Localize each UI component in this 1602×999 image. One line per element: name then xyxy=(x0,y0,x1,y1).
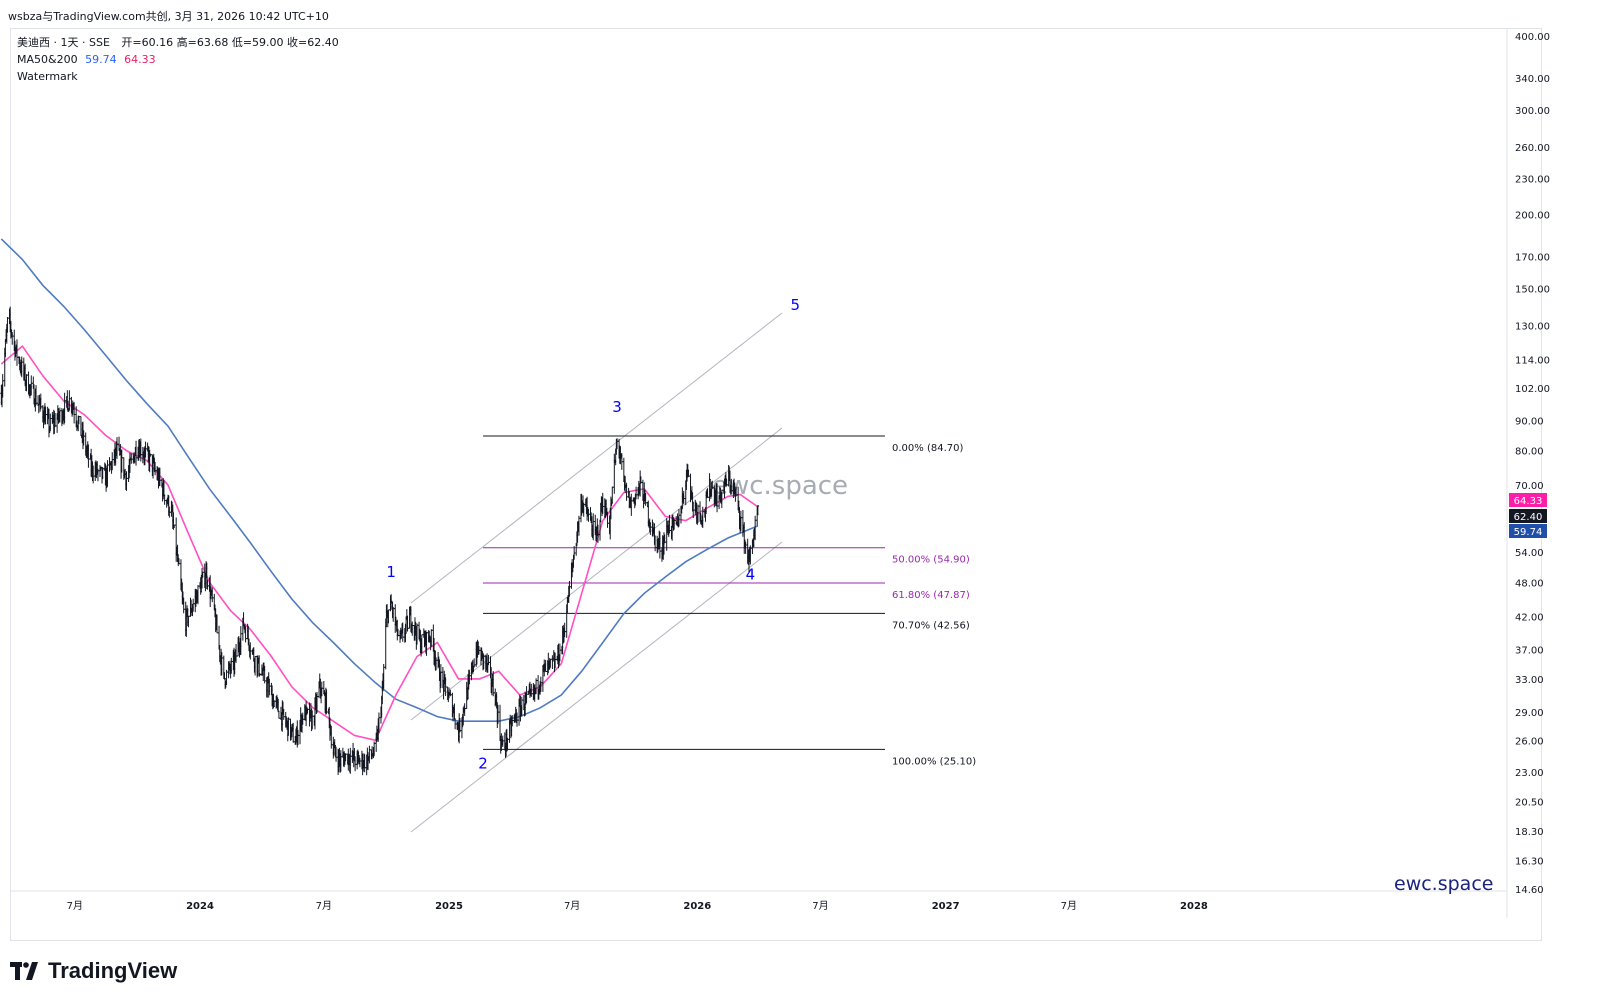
y-tick-label: 70.00 xyxy=(1515,481,1544,492)
y-tick-label: 114.00 xyxy=(1515,355,1550,366)
x-tick-label: 2026 xyxy=(683,901,711,912)
y-tick-label: 16.30 xyxy=(1515,857,1544,868)
tradingview-logo-text: TradingView xyxy=(48,958,178,983)
price-badge-label: 59.74 xyxy=(1514,527,1543,538)
fib-level-label: 50.00% (54.90) xyxy=(892,555,970,566)
y-tick-label: 130.00 xyxy=(1515,322,1550,333)
y-tick-label: 33.00 xyxy=(1515,675,1544,686)
y-tick-label: 230.00 xyxy=(1515,175,1550,186)
legend-ma-label: MA50&200 xyxy=(17,53,78,66)
ma200-line xyxy=(0,238,759,722)
price-bar xyxy=(613,453,616,494)
y-tick-label: 300.00 xyxy=(1515,106,1550,117)
y-tick-label: 80.00 xyxy=(1515,447,1544,458)
tradingview-logo[interactable]: TradingView xyxy=(10,958,177,984)
channel-upper-line xyxy=(410,312,783,604)
x-tick-label: 2027 xyxy=(932,901,960,912)
price-badge-label: 62.40 xyxy=(1514,512,1543,523)
channel-lower-line xyxy=(410,541,783,833)
wave-label: 3 xyxy=(612,398,622,416)
brand-text: ewc.space xyxy=(1394,873,1494,895)
chart-frame xyxy=(10,28,1542,941)
channel-middle-line xyxy=(410,427,783,721)
wave-label: 5 xyxy=(791,296,801,314)
y-tick-label: 26.00 xyxy=(1515,736,1544,747)
x-tick-label: 7月 xyxy=(1061,900,1077,912)
price-bar xyxy=(277,710,281,719)
wave-label: 2 xyxy=(478,755,488,773)
wave-label: 4 xyxy=(746,566,756,584)
y-tick-label: 29.00 xyxy=(1515,708,1544,719)
legend-symbol-row[interactable]: 美迪西 · 1天 · SSE 开=60.16 高=63.68 低=59.00 收… xyxy=(17,34,339,51)
y-tick-label: 90.00 xyxy=(1515,416,1544,427)
fib-level-label: 0.00% (84.70) xyxy=(892,443,963,454)
ma50-line xyxy=(0,345,759,742)
x-tick-label: 7月 xyxy=(564,900,580,912)
price-badge xyxy=(1509,524,1547,538)
legend-ma50-value: 59.74 xyxy=(85,53,117,66)
price-badge xyxy=(1509,493,1547,507)
price-bar xyxy=(68,390,71,411)
price-bars xyxy=(0,306,760,776)
x-tick-label: 2025 xyxy=(435,901,463,912)
x-tick-label: 7月 xyxy=(812,900,828,912)
y-tick-label: 400.00 xyxy=(1515,32,1550,43)
price-bar xyxy=(756,505,760,516)
legend-symbol: 美迪西 · 1天 · SSE xyxy=(17,36,110,49)
x-tick-label: 7月 xyxy=(67,900,83,912)
y-tick-label: 200.00 xyxy=(1515,211,1550,222)
y-tick-label: 102.00 xyxy=(1515,384,1550,395)
y-tick-label: 23.00 xyxy=(1515,768,1544,779)
legend-watermark-label[interactable]: Watermark xyxy=(17,70,78,83)
x-tick-label: 2024 xyxy=(186,901,214,912)
y-tick-label: 150.00 xyxy=(1515,285,1550,296)
fib-level-label: 100.00% (25.10) xyxy=(892,756,976,767)
y-tick-label: 14.60 xyxy=(1515,885,1544,896)
y-tick-label: 170.00 xyxy=(1515,252,1550,263)
y-tick-label: 42.00 xyxy=(1515,613,1544,624)
x-tick-label: 7月 xyxy=(316,900,332,912)
y-tick-label: 260.00 xyxy=(1515,143,1550,154)
y-tick-label: 37.00 xyxy=(1515,645,1544,656)
price-badge xyxy=(1509,509,1547,523)
price-bar xyxy=(743,522,746,554)
legend-ohlc: 开=60.16 高=63.68 低=59.00 收=62.40 xyxy=(121,36,339,49)
price-bar xyxy=(79,416,83,436)
y-tick-label: 340.00 xyxy=(1515,74,1550,85)
y-tick-label: 18.30 xyxy=(1515,827,1544,838)
x-tick-label: 2028 xyxy=(1180,901,1208,912)
fib-level-label: 61.80% (47.87) xyxy=(892,590,970,601)
chart-header-title: wsbza与TradingView.com共创, 3月 31, 2026 10:… xyxy=(8,10,329,23)
price-badge-label: 64.33 xyxy=(1514,496,1543,507)
wave-label: 1 xyxy=(386,563,396,581)
y-tick-label: 48.00 xyxy=(1515,578,1544,589)
tradingview-logo-icon xyxy=(10,962,38,980)
price-bar xyxy=(498,704,502,741)
y-tick-label: 54.00 xyxy=(1515,548,1544,559)
legend-ma200-value: 64.33 xyxy=(124,53,156,66)
fib-level-label: 70.70% (42.56) xyxy=(892,620,970,631)
legend-ma-row[interactable]: MA50&200 59.74 64.33 xyxy=(17,51,339,68)
price-bar xyxy=(551,655,554,669)
price-bar xyxy=(463,703,466,716)
chart-legend: 美迪西 · 1天 · SSE 开=60.16 高=63.68 低=59.00 收… xyxy=(17,34,339,85)
y-tick-label: 20.50 xyxy=(1515,798,1544,809)
